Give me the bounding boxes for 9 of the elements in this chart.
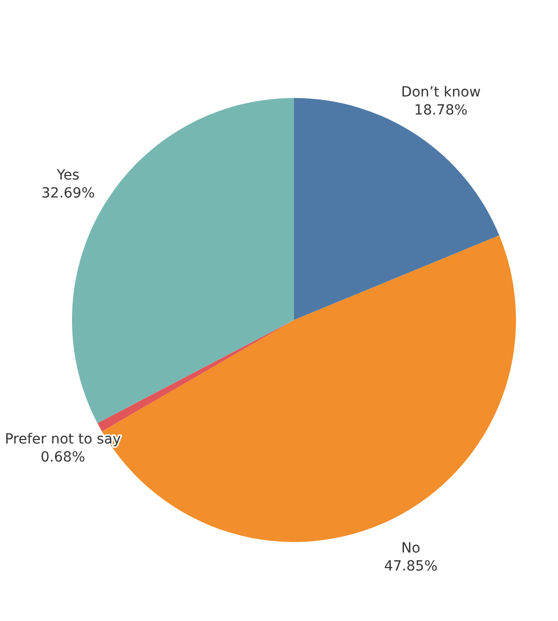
- pie-slice: [294, 98, 500, 320]
- data-label: 32.69%: [41, 185, 95, 202]
- slice-label: Yes: [56, 167, 80, 184]
- data-label: 0.68%: [40, 450, 86, 466]
- data-label: 18.78%: [414, 102, 468, 119]
- slice-label: No: [401, 540, 420, 557]
- pie-slice: [97, 320, 294, 432]
- data-label: 47.85%: [384, 558, 438, 575]
- slice-label: Don’t know: [401, 84, 481, 101]
